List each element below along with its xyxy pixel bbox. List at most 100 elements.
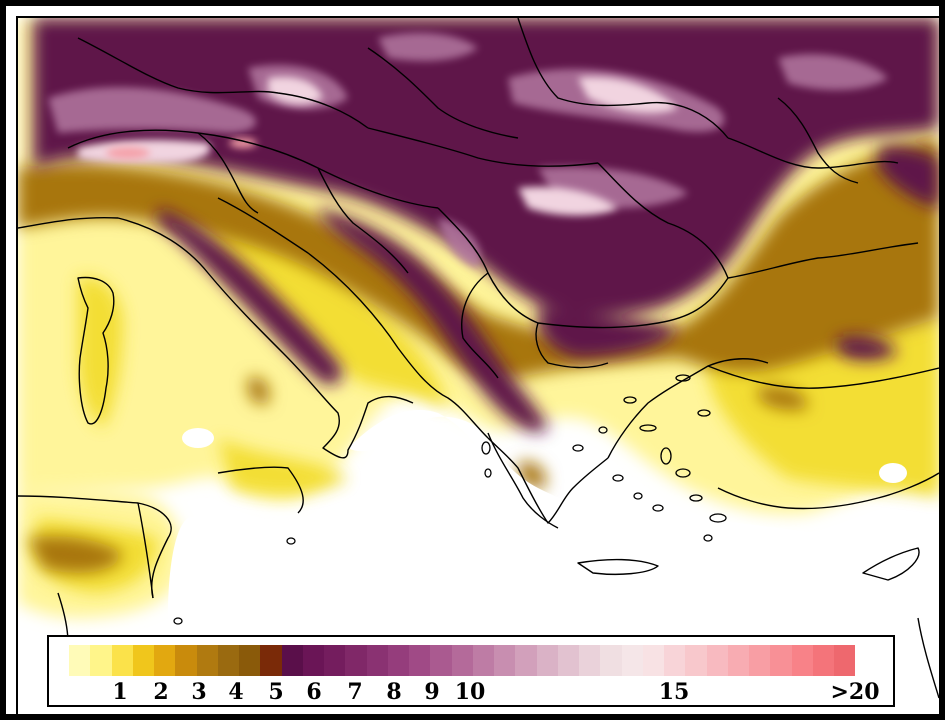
legend-swatch [345, 645, 367, 676]
light-purple-band-6 [438, 218, 481, 268]
legend-tick-label: >20 [830, 679, 880, 705]
legend-swatch [706, 645, 728, 676]
coastline-13 [717, 472, 939, 510]
border-12 [317, 167, 409, 274]
legend-swatch [132, 645, 154, 676]
highlight-band-3 [578, 77, 678, 114]
island-7 [652, 504, 664, 512]
coastline-7 [18, 495, 172, 599]
legend-tick-label: 6 [306, 679, 322, 705]
highlight-band-4 [518, 186, 618, 216]
island-11 [598, 426, 608, 434]
legend-swatch [69, 645, 91, 676]
coastline-4 [607, 358, 769, 459]
border-7 [597, 162, 729, 279]
island-9 [709, 513, 727, 523]
legend-tick-label: 7 [347, 679, 363, 705]
color-legend: 1 2 3 4 5 6 7 8 9 10 15 >20 [47, 635, 895, 707]
legend-tick-label: 9 [424, 679, 440, 705]
legend-swatch [600, 645, 622, 676]
island-14 [484, 468, 492, 478]
island-5 [612, 474, 624, 482]
island-16 [173, 617, 183, 625]
legend-swatch [472, 645, 494, 676]
sea-patch-2 [879, 463, 907, 483]
coastline-9 [77, 276, 115, 425]
legend-swatch [281, 645, 303, 676]
border-17 [917, 617, 939, 699]
mountain-zone-7 [838, 336, 898, 361]
legend-swatch [770, 645, 792, 676]
island-6 [633, 492, 643, 500]
coastline-12 [487, 432, 559, 529]
legend-swatch [302, 645, 324, 676]
legend-swatch [451, 645, 473, 676]
borders [18, 18, 939, 699]
legend-swatch [791, 645, 813, 676]
highlight-band-2 [268, 76, 323, 105]
legend-swatch [90, 645, 112, 676]
island-17 [675, 374, 691, 382]
legend-tick-label: 4 [228, 679, 244, 705]
light-purple-band-5 [378, 32, 478, 61]
border-6 [727, 137, 899, 169]
aegean-islands [173, 374, 727, 625]
map-panel: 1 2 3 4 5 6 7 8 9 10 15 >20 [16, 16, 941, 716]
border-8 [437, 207, 539, 324]
border-15 [197, 132, 259, 214]
legend-tick-label: 5 [268, 679, 284, 705]
island-12 [572, 444, 584, 452]
yellow-band [198, 207, 448, 408]
border-16 [137, 502, 154, 599]
legend-swatch [685, 645, 707, 676]
mountain-zone-5 [537, 308, 678, 358]
legend-swatch [727, 645, 749, 676]
legend-swatch [494, 645, 516, 676]
legend-swatch [217, 645, 239, 676]
coastline-2 [217, 197, 489, 439]
coastline-10 [577, 558, 659, 575]
border-11 [535, 322, 609, 369]
legend-swatch [366, 645, 388, 676]
legend-swatch [260, 645, 282, 676]
legend-tick-label: 2 [153, 679, 169, 705]
map [18, 18, 939, 714]
legend-swatch [175, 645, 197, 676]
brown-uplands-2 [28, 536, 123, 573]
island-4 [675, 468, 691, 478]
legend-swatch [111, 645, 133, 676]
legend-swatch [154, 645, 176, 676]
legend-swatch [387, 645, 409, 676]
peak-spot [106, 147, 150, 159]
coastline-5 [707, 365, 939, 389]
border-9 [537, 277, 729, 329]
island-10 [703, 534, 713, 542]
legend-swatch [239, 645, 261, 676]
brown-uplands-3 [758, 386, 808, 410]
border-13 [727, 242, 919, 279]
legend-swatch [664, 645, 686, 676]
island-13 [481, 441, 491, 455]
border-5 [517, 18, 729, 139]
legend-tick-label: 8 [386, 679, 402, 705]
island-3 [660, 447, 672, 465]
legend-swatch [196, 645, 218, 676]
legend-swatch [749, 645, 771, 676]
legend-swatch [324, 645, 346, 676]
island-15 [286, 537, 296, 545]
legend-swatch [536, 645, 558, 676]
yellow-band-2 [218, 438, 348, 495]
border-3 [367, 127, 599, 167]
legend-swatch [515, 645, 537, 676]
border-14 [777, 97, 859, 184]
island-2 [639, 424, 657, 432]
legend-tick-label: 3 [191, 679, 207, 705]
legend-swatch [557, 645, 579, 676]
light-purple-band [48, 87, 257, 133]
coastline [18, 216, 414, 459]
legend-tick-label: 10 [454, 679, 486, 705]
coastline-6 [217, 466, 304, 514]
legend-tick-label: 1 [112, 679, 128, 705]
island-18 [697, 409, 711, 417]
